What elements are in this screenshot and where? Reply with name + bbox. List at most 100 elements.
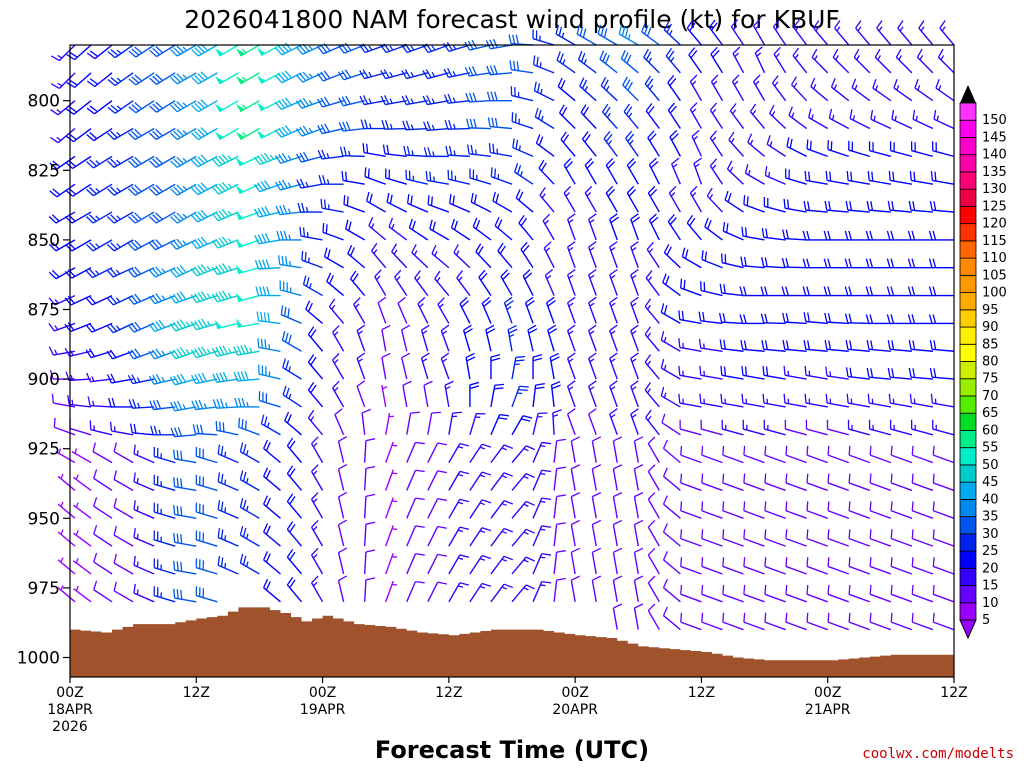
barb-staff [427,526,439,547]
barb-half-flag [754,25,760,30]
wind-barb [385,525,398,547]
wind-barb [630,352,639,380]
barb-staff [364,176,386,185]
barb-flag [699,393,702,404]
barb-flag [853,48,860,58]
barb-flag [830,78,836,88]
barb-flag [155,321,163,330]
barb-flag [493,65,498,75]
barb-half-flag [775,25,780,31]
wind-barb [256,44,281,57]
barb-half-flag [95,215,100,220]
barb-staff [763,374,786,380]
barb-staff [765,174,786,185]
barb-staff [791,84,808,102]
barb-flag [152,374,158,384]
barb-staff [448,471,461,491]
barb-staff [701,258,723,269]
barb-flag [890,445,893,456]
barb-staff [662,281,681,297]
terrain-fill [70,607,954,677]
barb-staff [427,203,450,213]
barb-staff [91,294,113,306]
wind-barb [633,464,644,491]
barb-staff [401,329,408,352]
barb-half-flag [452,97,456,103]
barb-staff [475,251,492,269]
barb-half-flag [711,108,717,114]
barb-half-flag [453,123,456,130]
barb-flag [723,366,727,376]
barb-flag [320,97,327,107]
barb-flag [623,52,629,62]
wind-barb [307,354,324,380]
barb-half-flag [224,562,227,569]
colorbar-swatch [959,240,977,259]
barb-staff [689,109,703,129]
barb-staff [911,149,934,158]
barb-staff [343,100,365,107]
barb-half-flag [227,210,232,216]
barb-half-flag [413,250,418,256]
barb-flag [349,270,357,280]
barb-staff [176,100,197,113]
wind-barb [394,269,408,296]
barb-flag [588,352,597,359]
wind-barb [214,319,239,330]
barb-flag [431,411,441,414]
barb-staff [427,470,439,491]
wind-barb [532,412,548,435]
wind-barb [106,239,134,252]
barb-half-flag [312,498,318,503]
barb-half-flag [416,276,421,282]
wind-barb [760,313,786,325]
barb-flag [470,144,474,155]
barb-staff [910,348,934,352]
barb-flag [215,238,222,248]
barb-flag [307,354,315,363]
barb-flag [263,495,269,505]
barb-flag [89,187,97,195]
wind-barb [305,300,324,324]
wind-barb [912,109,934,130]
barb-half-flag [756,52,762,57]
barb-staff [544,275,555,296]
barb-flag [869,286,874,296]
barb-flag [782,340,786,350]
colorbar-label: 125 [982,199,1007,214]
barb-flag [494,383,505,386]
barb-flag [218,264,225,273]
wind-barb [363,549,376,575]
barb-flag [89,159,97,167]
barb-half-flag [436,276,441,282]
x-tick-label: 12Z [688,685,715,701]
wind-barb [722,584,744,603]
barb-flag [177,400,183,410]
colorbar-label: 25 [982,544,999,559]
barb-flag [556,577,566,581]
barb-staff [623,111,639,129]
barb-flag [647,105,655,115]
barb-staff [584,164,597,185]
wind-barb [509,60,534,74]
barb-half-flag [610,274,616,279]
barb-flag [85,216,94,224]
barb-flag [634,519,644,526]
wind-barb [317,70,344,82]
wind-barb [689,102,703,129]
wind-barb [784,168,807,185]
wind-barb [761,257,786,269]
barb-pennant [235,292,244,302]
barb-flag [415,580,425,584]
wind-barb [907,258,933,269]
barb-staff [647,192,660,213]
barb-staff [769,112,787,130]
wind-barb [173,505,197,519]
barb-staff [897,27,913,46]
wind-barb [599,50,618,74]
barb-flag [362,143,365,153]
barb-flag [190,349,197,358]
barb-flag [741,365,744,376]
barb-flag [237,397,242,408]
barb-staff [763,348,786,352]
